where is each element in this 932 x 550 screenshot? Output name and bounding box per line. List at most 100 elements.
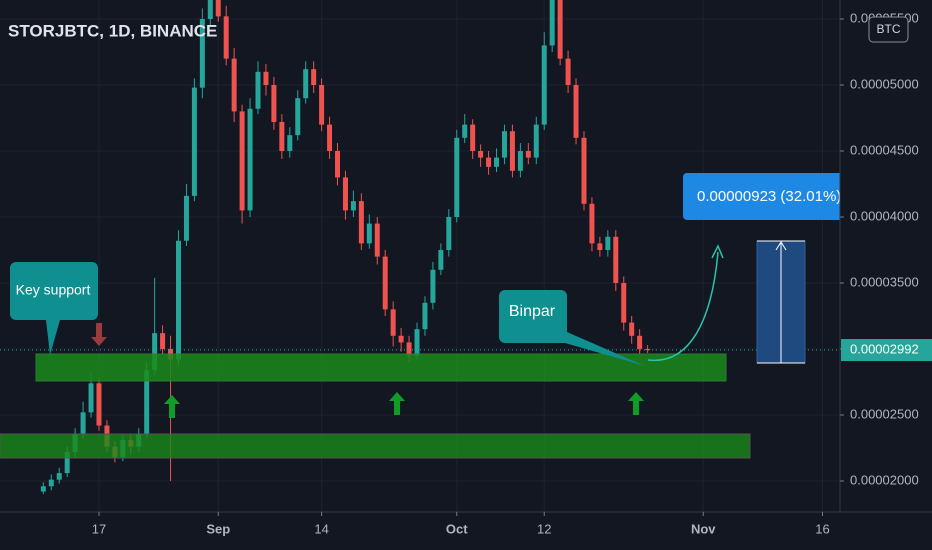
y-tick-label: 0.00004000 (850, 208, 919, 223)
candle-body (207, 0, 213, 20)
support-zone (35, 353, 727, 382)
support-zone (0, 433, 751, 459)
callout-text: Binpar (509, 303, 556, 320)
candle-body (573, 85, 579, 138)
candle-body (637, 335, 643, 349)
candle-body (629, 322, 635, 336)
candle-body (271, 85, 277, 122)
candle-body (430, 269, 436, 303)
candle-body (255, 71, 261, 109)
candle-body (382, 256, 388, 310)
y-tick-label: 0.00003500 (850, 274, 919, 289)
up-arrow (628, 392, 644, 415)
x-tick-label: Nov (691, 521, 716, 536)
x-tick-label: 17 (92, 521, 106, 536)
candle-body (279, 121, 285, 151)
candle-body (454, 137, 460, 217)
candle-body (64, 451, 70, 474)
x-tick-label: 12 (537, 521, 551, 536)
x-tick-label: 16 (815, 521, 829, 536)
candle-body (533, 124, 539, 158)
candle-body (509, 131, 515, 171)
candle-body (470, 124, 476, 151)
projection-arrow (647, 251, 719, 362)
candle-body (581, 137, 587, 204)
last-price-box (841, 339, 932, 362)
candle-body (621, 282, 627, 323)
x-tick-label: 14 (314, 521, 328, 536)
candle-body (478, 150, 484, 158)
up-arrow (164, 395, 180, 418)
last-price-label: 0.00002992 (850, 341, 919, 356)
candle-body (144, 370, 150, 434)
candle-body (311, 69, 317, 86)
measure-arrow (775, 241, 787, 251)
arrow-head (711, 244, 724, 259)
candle-body (358, 201, 364, 244)
candle-body (327, 124, 333, 151)
candle-body (56, 473, 62, 480)
candle-body (48, 479, 54, 487)
price-axis (840, 0, 932, 550)
candle-body (96, 383, 102, 426)
candle-body (342, 177, 348, 211)
candle-body (462, 124, 468, 138)
candle-body (303, 69, 309, 99)
candle-body (438, 249, 444, 270)
candle-body (319, 85, 325, 125)
measure-text: 0.00000923 (32.01%) (697, 188, 841, 205)
candle-body (549, 0, 555, 46)
up-arrow (389, 392, 405, 415)
candle-body (175, 240, 181, 360)
candle-body (525, 150, 531, 158)
candle-body (390, 309, 396, 336)
candle-body (152, 333, 158, 371)
currency-button-text[interactable]: BTC (877, 22, 901, 36)
candle-body (263, 71, 269, 86)
candle-body (215, 0, 221, 17)
x-tick-label: Oct (446, 521, 468, 536)
candle-body (486, 157, 492, 167)
candle-body (287, 135, 293, 151)
candle-body (406, 342, 412, 356)
candle-body (335, 150, 341, 178)
candle-body (366, 223, 372, 244)
y-tick-label: 0.00005000 (850, 76, 919, 91)
grid (0, 0, 840, 512)
candle-body (239, 111, 245, 211)
candle-body (565, 58, 571, 86)
candle-body (446, 216, 452, 250)
candle-body (398, 335, 404, 343)
candle-body (541, 45, 547, 125)
candle-body (597, 243, 603, 250)
up-arrows (164, 392, 644, 418)
x-tick-label: Sep (206, 521, 230, 536)
candle-body (414, 329, 420, 356)
callout-text: Key support (16, 282, 91, 298)
candle-body (231, 58, 237, 112)
candle-body (191, 87, 197, 196)
candle-body (88, 383, 94, 413)
candle-body (605, 236, 611, 250)
y-tick-label: 0.00002000 (850, 472, 919, 487)
candle-body (422, 302, 428, 330)
currency-button[interactable] (868, 16, 909, 43)
candle-body (589, 203, 595, 244)
candle-body (295, 98, 301, 136)
candle-body (501, 131, 507, 158)
candle-body (160, 333, 166, 349)
candle-body (350, 201, 356, 211)
candle-body (645, 348, 651, 351)
axis-labels: 0.000020000.000025000.000030000.00003500… (92, 10, 932, 536)
candle-body (613, 236, 619, 283)
candle-body (494, 157, 500, 167)
candles (0, 0, 840, 495)
candle-body (557, 0, 563, 59)
candle-body (223, 16, 229, 59)
candle-body (247, 108, 253, 211)
candle-body (199, 19, 205, 88)
candle-body (40, 486, 46, 492)
y-tick-label: 0.00002500 (850, 406, 919, 421)
